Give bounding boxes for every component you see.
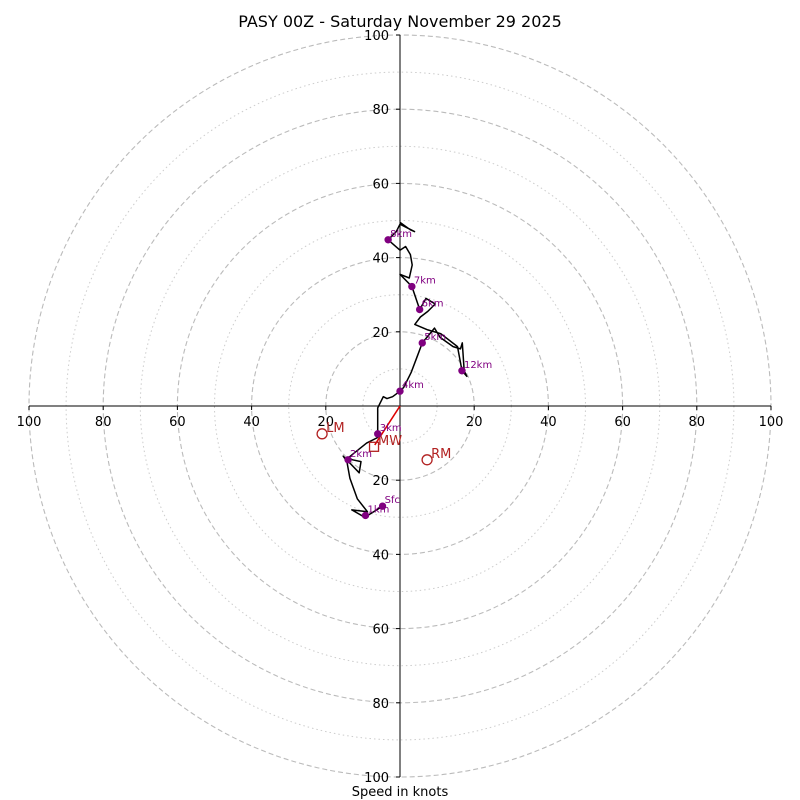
height-marker-4km <box>396 387 404 395</box>
wind-trace <box>342 221 468 519</box>
x-tick-label: 40 <box>243 415 260 430</box>
x-tick-label: 80 <box>689 415 706 430</box>
height-marker-5km <box>418 339 426 347</box>
height-marker-3km <box>374 430 382 438</box>
height-marker-7km <box>408 282 416 291</box>
height-marker-8km <box>384 236 392 244</box>
shear-vector-line <box>374 405 401 446</box>
x-tick-label: 100 <box>17 415 42 430</box>
y-tick-label: 60 <box>372 623 389 638</box>
x-tick-labels: 100 80 60 40 20 20 40 60 80 100 <box>17 406 784 430</box>
hodograph-trace-line <box>342 221 468 519</box>
y-tick-label: 40 <box>372 548 389 563</box>
height-marker-2km <box>344 456 352 464</box>
x-tick-label: 20 <box>318 415 335 430</box>
height-label-5km: 5km <box>424 332 446 343</box>
storm-motion-marker-mw <box>368 441 380 452</box>
storm-motions: LM RM MW <box>316 421 451 466</box>
storm-motion-label-lm: LM <box>326 421 344 436</box>
y-tick-label: 100 <box>364 771 389 786</box>
chart-title: PASY 00Z - Saturday November 29 2025 <box>238 12 562 31</box>
height-label-6km: 6km <box>422 299 444 310</box>
x-tick-label: 60 <box>169 415 186 430</box>
x-tick-label: 80 <box>95 415 112 430</box>
storm-motion-label-mw: MW <box>378 434 402 449</box>
y-tick-label: 60 <box>372 177 389 192</box>
height-label-4km: 4km <box>402 380 424 391</box>
height-label-2km: 2km <box>350 449 372 460</box>
x-tick-label: 20 <box>466 415 483 430</box>
height-label-3km: 3km <box>380 423 402 434</box>
y-tick-label: 80 <box>372 103 389 118</box>
storm-motion-marker-rm <box>421 454 433 466</box>
storm-motion-marker-lm <box>316 428 328 440</box>
shear-vector <box>374 405 401 446</box>
height-marker-1km <box>361 511 370 520</box>
y-tick-labels: 100 80 60 40 20 20 40 60 80 100 <box>364 29 400 786</box>
height-label-8km: 8km <box>390 229 412 240</box>
x-axis-label: Speed in knots <box>352 785 449 800</box>
y-tick-label: 100 <box>364 29 389 44</box>
y-tick-label: 20 <box>372 326 389 341</box>
height-marker-sfc <box>378 502 387 510</box>
y-tick-label: 40 <box>372 252 389 267</box>
height-marker-6km <box>415 305 424 314</box>
x-tick-label: 100 <box>759 415 784 430</box>
height-label-12km: 12km <box>464 360 492 371</box>
x-tick-label: 40 <box>540 415 557 430</box>
height-label-1km: 1km <box>367 504 389 515</box>
y-tick-label: 20 <box>372 474 389 489</box>
height-label-sfc: Sfc <box>385 495 400 506</box>
storm-motion-label-rm: RM <box>431 447 451 462</box>
y-tick-label: 80 <box>372 697 389 712</box>
height-label-7km: 7km <box>414 276 436 287</box>
x-tick-label: 60 <box>614 415 631 430</box>
height-marker-12km <box>458 367 466 375</box>
